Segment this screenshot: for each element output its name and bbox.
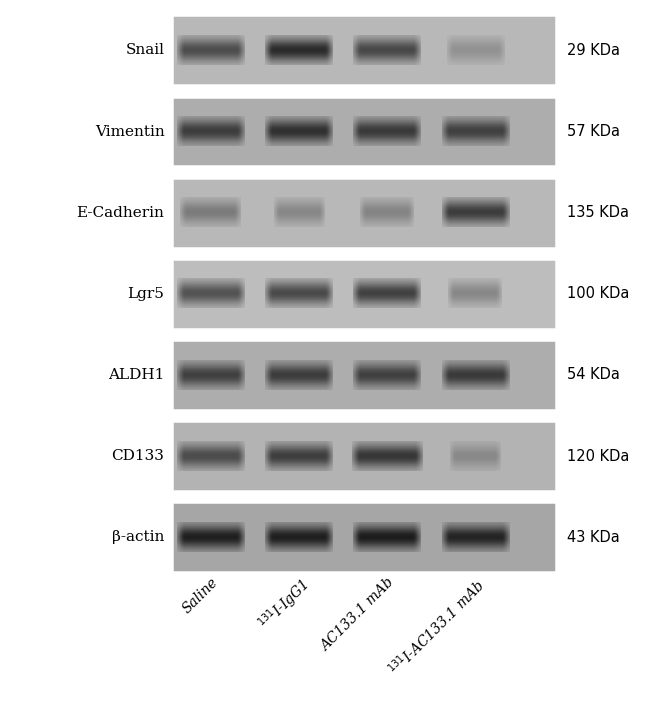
Bar — [172, 340, 556, 410]
Bar — [172, 502, 556, 572]
Text: 57 KDa: 57 KDa — [567, 124, 621, 139]
Text: 54 KDa: 54 KDa — [567, 367, 620, 383]
Text: E-Cadherin: E-Cadherin — [77, 206, 164, 220]
Text: Saline: Saline — [179, 576, 220, 616]
Bar — [172, 15, 556, 86]
Text: Lgr5: Lgr5 — [127, 287, 164, 300]
Text: 43 KDa: 43 KDa — [567, 530, 620, 545]
Text: $^{131}$I-IgG1: $^{131}$I-IgG1 — [254, 576, 314, 635]
Text: 29 KDa: 29 KDa — [567, 43, 621, 58]
Bar — [172, 178, 556, 248]
Text: $^{131}$I-AC133.1 mAb: $^{131}$I-AC133.1 mAb — [385, 576, 488, 679]
Bar — [172, 259, 556, 329]
Text: CD133: CD133 — [112, 449, 164, 463]
Text: Vimentin: Vimentin — [95, 124, 164, 138]
Text: Snail: Snail — [125, 44, 164, 58]
Bar — [172, 421, 556, 491]
Bar — [172, 97, 556, 166]
Text: 135 KDa: 135 KDa — [567, 205, 629, 220]
Text: 100 KDa: 100 KDa — [567, 286, 630, 301]
Text: β-actin: β-actin — [112, 530, 164, 544]
Text: AC133.1 mAb: AC133.1 mAb — [318, 576, 397, 654]
Text: 120 KDa: 120 KDa — [567, 449, 630, 463]
Text: ALDH1: ALDH1 — [108, 368, 164, 382]
